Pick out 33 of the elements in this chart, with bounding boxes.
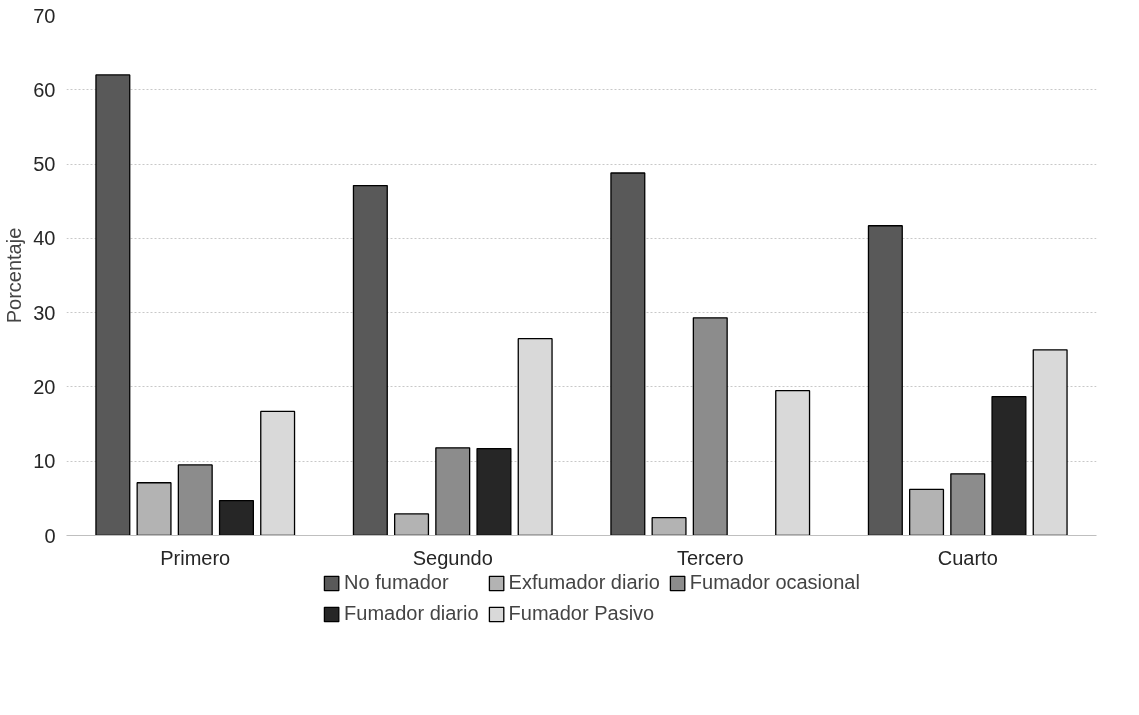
legend-label: Fumador Pasivo	[508, 602, 655, 625]
y-tick-label: 30	[33, 301, 56, 324]
y-tick-label: 40	[33, 227, 56, 250]
bar	[352, 184, 388, 536]
legend-label: Fumador diario	[344, 602, 479, 625]
y-tick-label: 20	[33, 375, 56, 398]
legend-label: No fumador	[344, 571, 449, 594]
bar	[610, 172, 646, 536]
y-axis-title: Porcentaje	[3, 227, 26, 324]
bar	[991, 395, 1027, 536]
bar	[692, 317, 728, 536]
y-tick-label: 10	[33, 450, 56, 473]
bar	[95, 74, 131, 536]
x-tick-label: Primero	[160, 546, 231, 569]
x-tick-label: Cuarto	[937, 546, 998, 569]
bar	[867, 225, 903, 536]
bar	[1032, 349, 1068, 536]
bar	[775, 389, 811, 536]
y-tick-label: 0	[44, 524, 56, 547]
y-tick-label: 60	[33, 78, 56, 101]
legend-label: Exfumador diario	[508, 571, 660, 594]
x-tick-label: Segundo	[412, 546, 493, 569]
y-tick-label: 70	[33, 4, 56, 27]
y-tick-label: 50	[33, 153, 56, 176]
x-tick-label: Tercero	[676, 546, 744, 569]
bar	[950, 473, 986, 536]
bar	[435, 447, 471, 536]
bar	[177, 464, 213, 536]
bar	[476, 447, 512, 536]
legend-label: Fumador ocasional	[689, 571, 860, 594]
bar	[260, 410, 296, 536]
bar	[517, 337, 553, 536]
bar	[218, 499, 254, 536]
